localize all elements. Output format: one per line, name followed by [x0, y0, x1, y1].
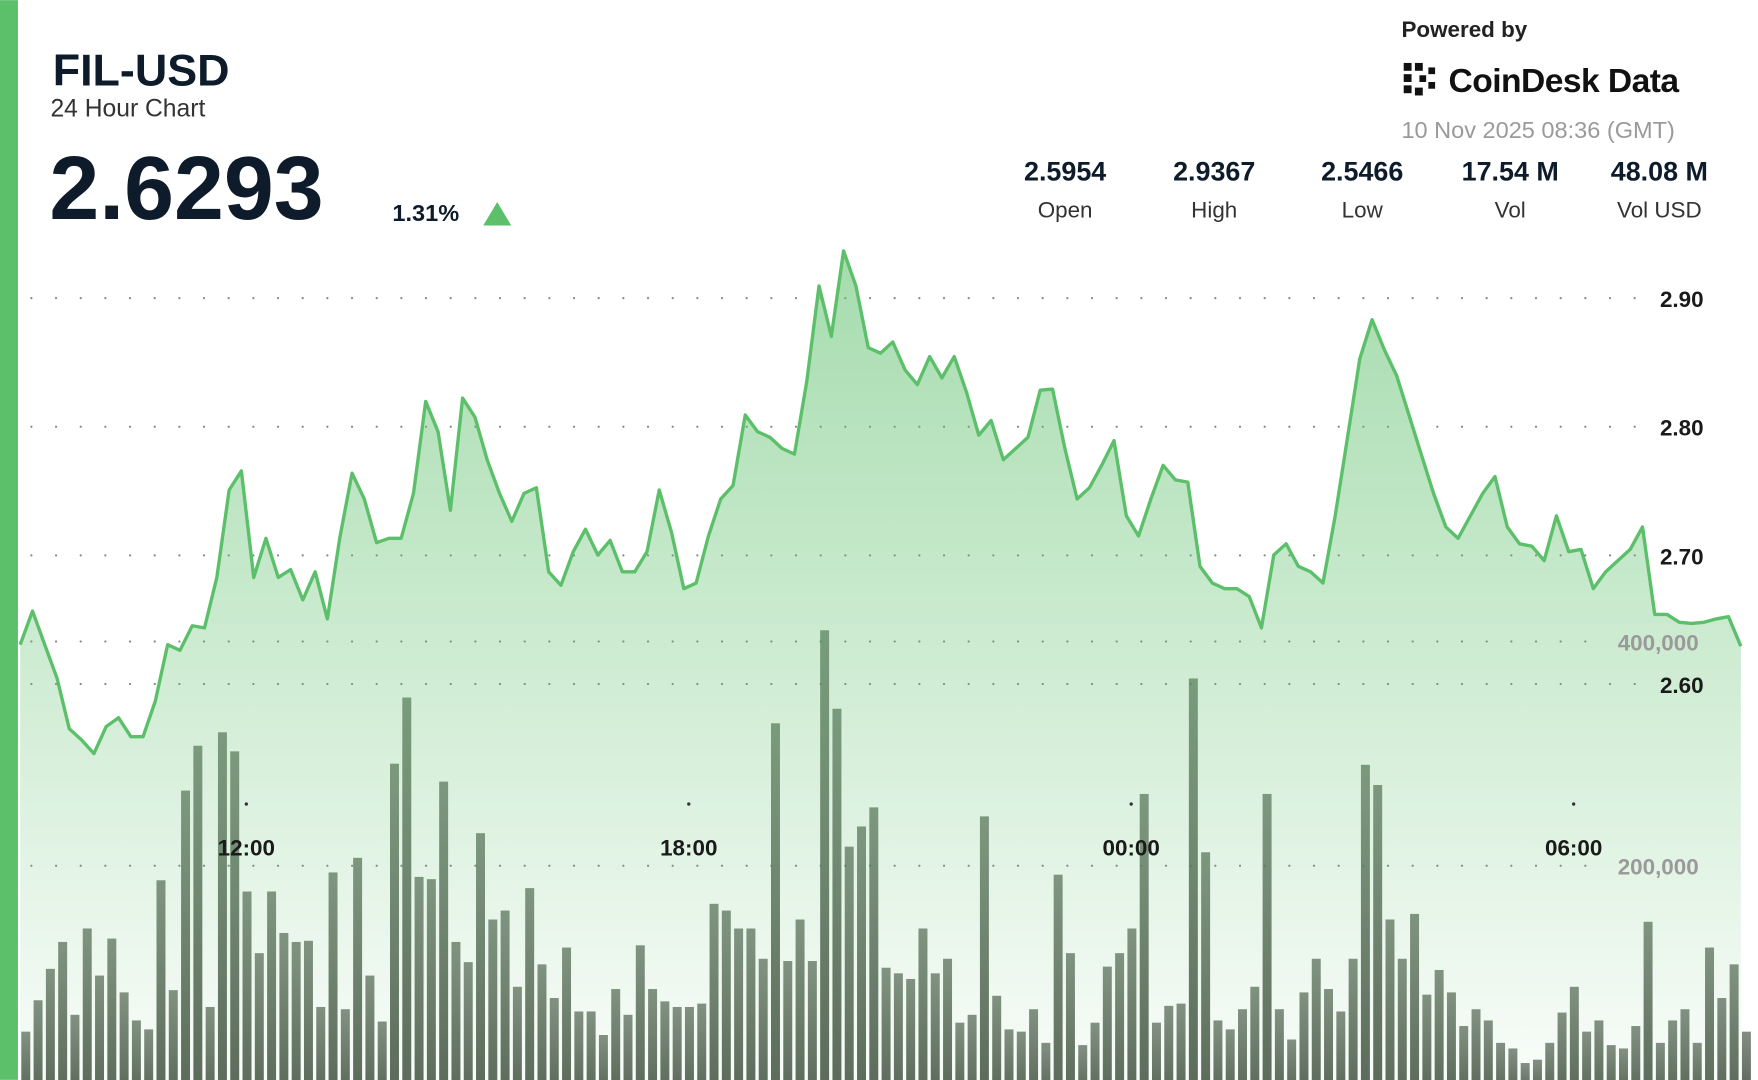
title: FIL-USD [53, 44, 230, 95]
y-tick-label: 2.60 [1660, 673, 1704, 698]
stat-label: Open [1038, 198, 1093, 223]
stat-label: Low [1342, 198, 1384, 223]
brand-logo [1403, 62, 1436, 96]
brand-name: CoinDesk Data [1449, 63, 1680, 100]
stat-label: Vol [1495, 198, 1526, 223]
x-tick-mark [687, 802, 691, 806]
accent-bar [0, 0, 18, 1080]
stat-value: 48.08 M [1611, 157, 1708, 187]
price: 2.6293 [49, 139, 323, 239]
subtitle: 24 Hour Chart [50, 96, 205, 123]
change: 1.31% [392, 200, 459, 226]
stat-value: 2.5954 [1024, 157, 1106, 187]
stat-value: 2.9367 [1173, 157, 1255, 187]
y-tick-label: 2.90 [1660, 287, 1704, 312]
price-area [20, 250, 1741, 1080]
y-tick-label: 2.80 [1660, 416, 1704, 441]
timestamp: 10 Nov 2025 08:36 (GMT) [1401, 117, 1674, 143]
x-tick-label: 12:00 [218, 836, 275, 861]
powered-by: Powered by [1401, 17, 1527, 42]
volume-bar [1741, 1031, 1751, 1080]
x-tick-mark [1571, 802, 1576, 806]
x-tick-label: 00:00 [1103, 836, 1160, 861]
y-tick-label: 2.70 [1660, 544, 1704, 569]
x-tick-mark [1129, 802, 1133, 806]
stats: 2.5954 Open 2.9367 High 2.5466 Low 17.54 M Vol 4… [1024, 157, 1708, 223]
stat-label: High [1191, 198, 1237, 223]
price-line [18, 249, 1743, 756]
stat-value: 17.54 M [1462, 157, 1559, 187]
plot: 2.60 2.70 2.80 2.90 200,000 400,000 12:00 18:00… [18, 249, 1751, 1080]
y2-tick-label: 400,000 [1618, 630, 1699, 655]
y2-tick-label: 200,000 [1618, 855, 1699, 880]
stat-value: 2.5466 [1321, 157, 1403, 187]
x-tick-mark [244, 802, 249, 806]
x-tick-label: 06:00 [1545, 836, 1602, 861]
stat-label: Vol USD [1617, 198, 1702, 223]
up-arrow [483, 201, 512, 226]
axis-labels: 2.60 2.70 2.80 2.90 200,000 400,000 12:00 18:00… [218, 287, 1704, 880]
x-tick-label: 18:00 [660, 836, 717, 861]
price-line-group [18, 249, 1743, 1080]
